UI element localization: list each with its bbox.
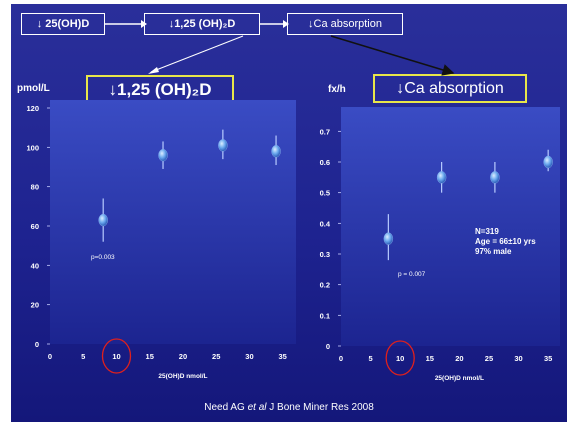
left-chart: 0 20 40 60 80 100 120 0 5 10 15 20 25 30 35 25(OH)D nmo… [26,100,296,380]
left-y-unit: pmol/L [17,83,50,94]
right-highlight-circle [385,340,415,376]
left-xtick-label: 15 [146,352,154,361]
left-ytick-label: 100 [26,143,39,152]
right-panel-title-text: ↓Ca absorption [396,79,504,97]
right-xtick-label: 25 [485,354,493,363]
stats-age: Age = 66±10 yrs [475,237,536,246]
right-ytick-label: 0.3 [320,250,330,259]
left-data-point [98,213,108,227]
right-xtick-label: 20 [455,354,463,363]
left-data-point [158,148,168,162]
flow-box-25ohd: ↓ 25(OH)D [21,13,105,35]
right-ytick-label: 0.1 [320,311,330,320]
right-xtick-label: 15 [426,354,434,363]
left-xtick-label: 25 [212,352,220,361]
right-ytick-label: 0.5 [320,189,330,198]
left-plot-area [50,100,296,344]
slide: ↓ 25(OH)D ↓1,25 (OH)₂D ↓Ca absorption ↓1… [11,4,567,422]
right-data-point [543,155,553,169]
left-x-axis-label: 25(OH)D nmol/L [158,373,207,380]
left-ytick-label: 120 [26,104,39,113]
right-xtick-label: 0 [339,354,343,363]
citation-authors: Need AG [204,402,248,413]
connector-to-right-title [330,35,455,76]
right-xtick-label: 10 [396,354,404,363]
left-data-point [218,139,228,152]
connector-to-left-title [150,35,244,73]
right-data-point [436,171,447,184]
right-ytick-label: 0.2 [320,281,330,290]
left-xtick-label: 20 [179,352,187,361]
left-highlight-circle [101,338,132,374]
right-xtick-label: 5 [369,354,373,363]
left-xtick-label: 30 [245,352,253,361]
left-ytick-label: 60 [31,222,39,231]
right-x-axis-label: 25(OH)D nmol/L [435,375,484,382]
left-ytick-label: 0 [35,340,39,349]
right-xtick-label: 30 [514,354,522,363]
right-ytick-label: 0 [326,342,330,351]
right-data-point [383,232,394,245]
left-ytick-label: 80 [31,183,39,192]
left-xtick-label: 5 [81,352,85,361]
right-xtick-label: 35 [544,354,552,363]
flow-arrowhead-1 [141,20,147,28]
right-p-value: p = 0.007 [398,271,426,278]
left-xtick-label: 35 [279,352,287,361]
right-y-unit: fx/h [328,84,346,95]
right-data-point [490,171,500,184]
right-ytick-label: 0.4 [320,219,331,228]
right-plot-area [341,107,560,346]
citation-etal: et al [247,402,267,413]
left-panel-title-text: ↓1,25 (OH)₂D [108,80,212,99]
left-ytick-label: 40 [31,261,39,270]
stats-n: N=319 [475,227,499,236]
left-xtick-label: 0 [48,352,52,361]
right-ytick-label: 0.7 [320,127,330,136]
left-data-point [271,145,281,158]
right-chart: 0 0.1 0.2 0.3 0.4 0.5 0.6 0.7 0 5 10 15 20 25 30 35 25(O… [320,107,560,382]
left-ytick-label: 20 [31,301,39,310]
connector-arrowhead-left [148,67,159,74]
citation-journal: J Bone Miner Res 2008 [266,402,374,413]
left-xtick-label: 10 [112,352,120,361]
right-ytick-label: 0.6 [320,158,330,167]
citation: Need AG et al J Bone Miner Res 2008 [11,402,567,413]
stats-male: 97% male [475,247,512,256]
left-p-value: p=0.003 [91,254,115,261]
flow-box-125ohd-label: ↓1,25 (OH)₂D [168,18,236,30]
flow-arrowhead-2 [283,20,289,28]
